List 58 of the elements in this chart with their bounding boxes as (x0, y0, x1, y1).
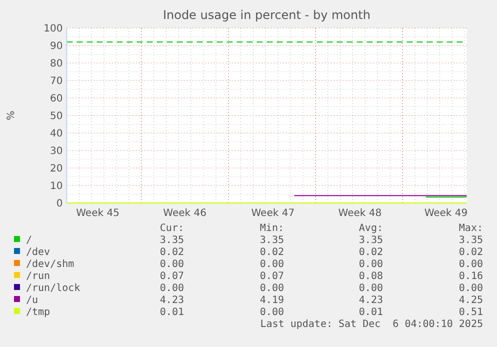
text: Max: (458, 223, 483, 234)
legend-label: / (26, 235, 32, 246)
text: 3.35 (260, 235, 284, 246)
text: 3.35 (358, 235, 383, 246)
legend-label: /run (26, 271, 50, 282)
y-tick-label: 10 (50, 181, 63, 192)
y-tick-label: 30 (50, 146, 63, 157)
text: 0.16 (458, 271, 483, 282)
text: 3.35 (458, 235, 483, 246)
text: Last update: Sat Dec 6 04:00:10 2025 (260, 319, 483, 330)
y-tick-label: 20 (50, 164, 63, 174)
text: 0.00 (260, 259, 284, 270)
legend-label: /dev/shm (26, 259, 74, 270)
legend-label: /run/lock (26, 283, 80, 294)
legend-label: /u (26, 295, 38, 306)
text: Avg: (358, 223, 383, 234)
x-tick-label: Week 45 (76, 208, 120, 219)
text: 0.02 (260, 247, 284, 258)
text: 0.02 (358, 247, 383, 258)
text: 4.23 (160, 295, 184, 306)
text: 0.07 (160, 271, 184, 282)
text: 0.02 (160, 247, 184, 258)
text: 0.07 (260, 271, 284, 282)
text: 0.00 (160, 283, 184, 294)
text: 0.00 (160, 259, 184, 270)
y-tick-label: 60 (50, 94, 63, 104)
x-tick-label: Week 49 (424, 208, 468, 219)
y-tick-label: 40 (50, 128, 63, 140)
text: 4.23 (358, 295, 383, 306)
x-tick-label: Week 48 (338, 208, 382, 219)
y-tick-label: 90 (50, 41, 63, 52)
text: 4.19 (260, 295, 284, 306)
text: 3.35 (160, 235, 184, 246)
x-tick-label: Week 47 (251, 208, 295, 219)
y-axis-title: % (6, 110, 17, 120)
text: 0.00 (358, 259, 383, 270)
y-tick-label: 0 (56, 198, 63, 210)
legend-label: /tmp (26, 307, 50, 318)
text: 0.00 (458, 283, 483, 294)
x-tick-label: Week 46 (163, 208, 206, 219)
text: 0.00 (358, 283, 383, 294)
text: 0.00 (458, 259, 483, 270)
text: 0.51 (458, 307, 483, 318)
text: 0.08 (358, 271, 383, 282)
chart-title: Inode usage in percent - by month (162, 8, 370, 22)
y-tick-label: 70 (50, 76, 63, 87)
legend-label: /dev (26, 247, 50, 258)
y-tick-label: 50 (50, 111, 63, 122)
text: 0.01 (358, 307, 383, 318)
text: 0.02 (458, 247, 483, 258)
text: Cur: (160, 223, 184, 234)
text: Min: (260, 223, 284, 234)
text: 0.00 (260, 283, 284, 294)
text: 0.00 (260, 307, 284, 318)
y-tick-label: 100 (44, 24, 63, 34)
y-tick-label: 80 (50, 58, 63, 70)
text: 4.25 (458, 295, 483, 306)
text: 0.01 (160, 307, 184, 318)
